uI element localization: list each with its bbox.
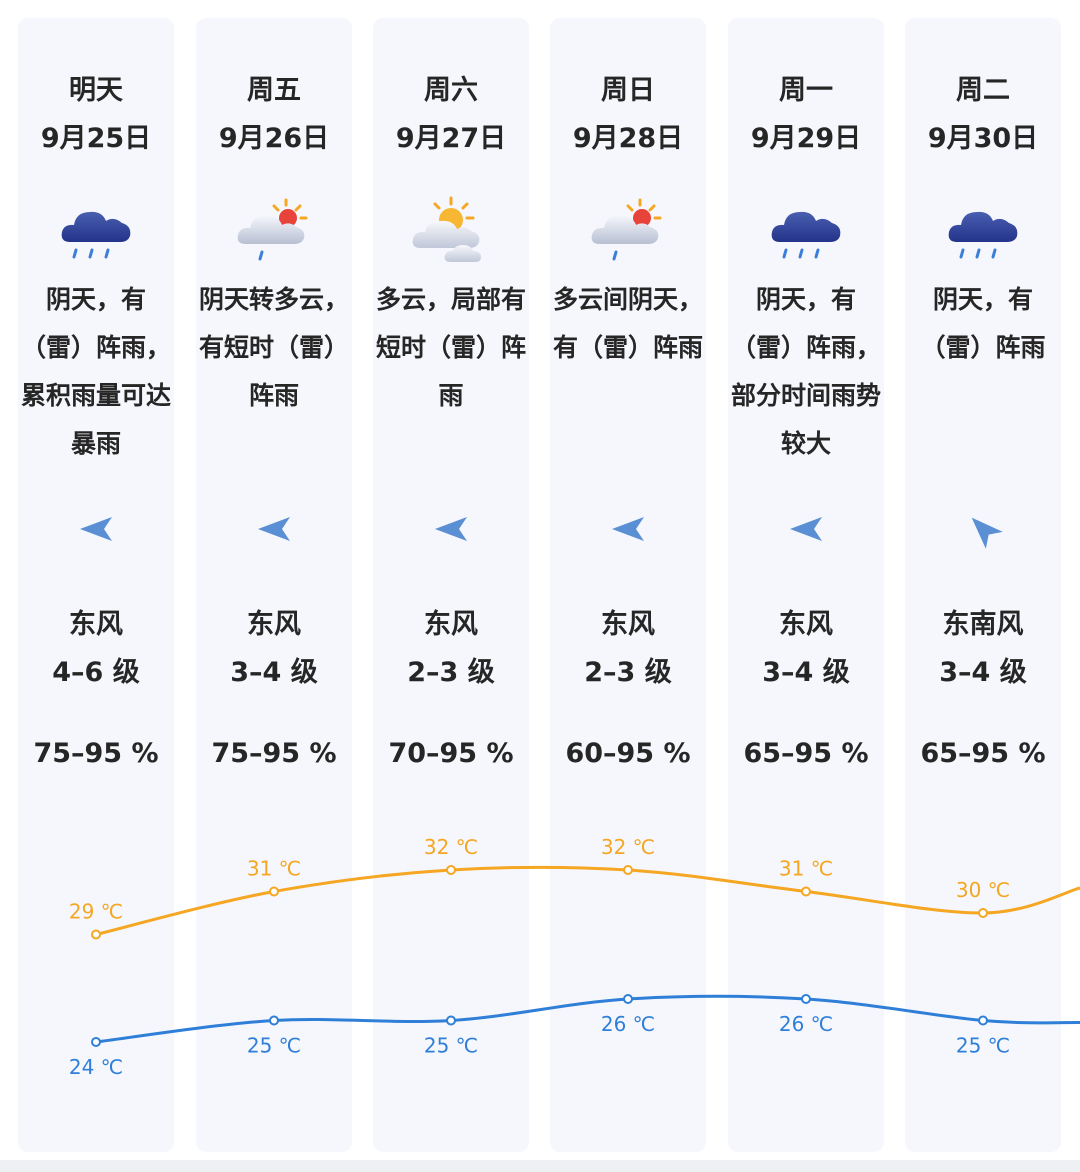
high-temp-label: 30 ℃ bbox=[956, 878, 1010, 902]
low-temp-label: 24 ℃ bbox=[69, 1055, 123, 1079]
sun-cloud-rain-icon bbox=[591, 198, 662, 261]
rain-cloud-icon bbox=[61, 211, 131, 259]
sun-cloud-rain-icon bbox=[237, 198, 308, 261]
wind-arrow-east-icon bbox=[258, 517, 290, 541]
day-name: 周日 bbox=[601, 75, 655, 106]
wind-arrow-southeast-icon bbox=[971, 517, 1003, 549]
day-date: 9月29日 bbox=[750, 123, 862, 154]
wind-arrow-east-icon bbox=[612, 517, 644, 541]
day-date: 9月28日 bbox=[572, 123, 684, 154]
wind-direction: 东风 bbox=[601, 609, 655, 640]
high-temp-point bbox=[978, 908, 988, 918]
bottom-divider bbox=[0, 1160, 1080, 1172]
high-temp-point bbox=[623, 865, 633, 875]
high-temp-point bbox=[801, 886, 811, 897]
wind-arrow-east-icon bbox=[790, 517, 822, 541]
day-column: 明天 9月25日 阴天，有（雷）阵雨，累积雨量可达暴雨 东风 4–6 级 75–… bbox=[18, 18, 174, 1152]
wind-level: 2–3 级 bbox=[584, 657, 672, 688]
wind-arrow-east-icon bbox=[80, 517, 112, 541]
partly-cloudy-icon bbox=[412, 196, 481, 262]
rain-cloud-icon bbox=[771, 211, 841, 259]
wind-level: 3–4 级 bbox=[939, 657, 1027, 688]
low-temp-label: 25 ℃ bbox=[956, 1034, 1010, 1058]
weather-description: 阴天，有（雷）阵雨 bbox=[920, 285, 1046, 362]
wind-level: 2–3 级 bbox=[407, 657, 495, 688]
wind-direction: 东风 bbox=[779, 609, 833, 640]
day-name: 明天 bbox=[69, 75, 123, 106]
weather-description: 阴天转多云，有短时（雷）阵雨 bbox=[198, 285, 349, 410]
wind-arrow-east-icon bbox=[435, 517, 467, 541]
humidity: 70–95 % bbox=[388, 738, 514, 769]
day-date: 9月25日 bbox=[40, 123, 152, 154]
weather-description: 多云，局部有短时（雷）阵雨 bbox=[375, 285, 526, 410]
day-column: 周日 9月28日 多云间阴天，有（雷）阵雨 东风 2–3 级 60–95 % bbox=[550, 18, 706, 1152]
wind-level: 3–4 级 bbox=[762, 657, 850, 688]
high-temp-label: 32 ℃ bbox=[601, 835, 655, 859]
high-temp-label: 31 ℃ bbox=[779, 857, 833, 881]
humidity: 75–95 % bbox=[211, 738, 337, 769]
high-temp-label: 31 ℃ bbox=[247, 857, 301, 881]
day-column: 周一 9月29日 阴天，有（雷）阵雨，部分时间雨势较大 东风 3–4 级 65–… bbox=[728, 18, 884, 1152]
rain-cloud-icon bbox=[948, 211, 1018, 259]
wind-direction: 东风 bbox=[69, 609, 123, 640]
humidity: 65–95 % bbox=[920, 738, 1046, 769]
low-temp-point bbox=[269, 1015, 279, 1026]
low-temp-point bbox=[623, 994, 633, 1004]
high-temp-label: 29 ℃ bbox=[69, 900, 123, 924]
wind-direction: 东南风 bbox=[942, 609, 1024, 640]
day-column: 周二 9月30日 阴天，有（雷）阵雨 东南风 3–4 级 65–95 % bbox=[905, 18, 1061, 1152]
high-temp-label: 32 ℃ bbox=[424, 835, 478, 859]
wind-level: 4–6 级 bbox=[52, 657, 140, 688]
high-temp-point bbox=[269, 886, 279, 897]
low-temp-label: 26 ℃ bbox=[779, 1012, 833, 1036]
day-name: 周二 bbox=[956, 75, 1010, 106]
day-date: 9月26日 bbox=[218, 123, 330, 154]
low-temp-label: 26 ℃ bbox=[601, 1012, 655, 1036]
low-temp-point bbox=[801, 994, 811, 1004]
wind-direction: 东风 bbox=[424, 609, 478, 640]
low-temp-point bbox=[91, 1037, 101, 1047]
humidity: 60–95 % bbox=[565, 738, 691, 769]
low-temp-point bbox=[446, 1015, 456, 1026]
high-temp-point bbox=[446, 865, 456, 875]
weather-description: 多云间阴天，有（雷）阵雨 bbox=[552, 285, 703, 362]
weather-description: 阴天，有（雷）阵雨，部分时间雨势较大 bbox=[730, 285, 881, 458]
day-name: 周一 bbox=[779, 75, 833, 106]
humidity: 75–95 % bbox=[33, 738, 159, 769]
wind-level: 3–4 级 bbox=[230, 657, 318, 688]
low-temp-line bbox=[95, 994, 1080, 1044]
low-temp-label: 25 ℃ bbox=[247, 1034, 301, 1058]
day-name: 周六 bbox=[424, 75, 478, 106]
low-temp-label: 25 ℃ bbox=[424, 1034, 478, 1058]
day-date: 9月30日 bbox=[927, 123, 1039, 154]
weather-description: 阴天，有（雷）阵雨，累积雨量可达暴雨 bbox=[20, 285, 171, 458]
day-name: 周五 bbox=[247, 75, 301, 106]
low-temp-point bbox=[978, 1015, 988, 1026]
high-temp-point bbox=[91, 929, 101, 940]
wind-direction: 东风 bbox=[247, 609, 301, 640]
high-temp-line bbox=[95, 865, 1080, 936]
day-date: 9月27日 bbox=[395, 123, 507, 154]
humidity: 65–95 % bbox=[743, 738, 869, 769]
day-column: 周六 9月27日 多云，局部有短时（雷）阵雨 东风 2–3 级 70–95 % bbox=[373, 18, 529, 1152]
day-column: 周五 9月26日 阴天转多云，有短时（雷）阵雨 东风 3–4 级 75–95 % bbox=[196, 18, 352, 1152]
